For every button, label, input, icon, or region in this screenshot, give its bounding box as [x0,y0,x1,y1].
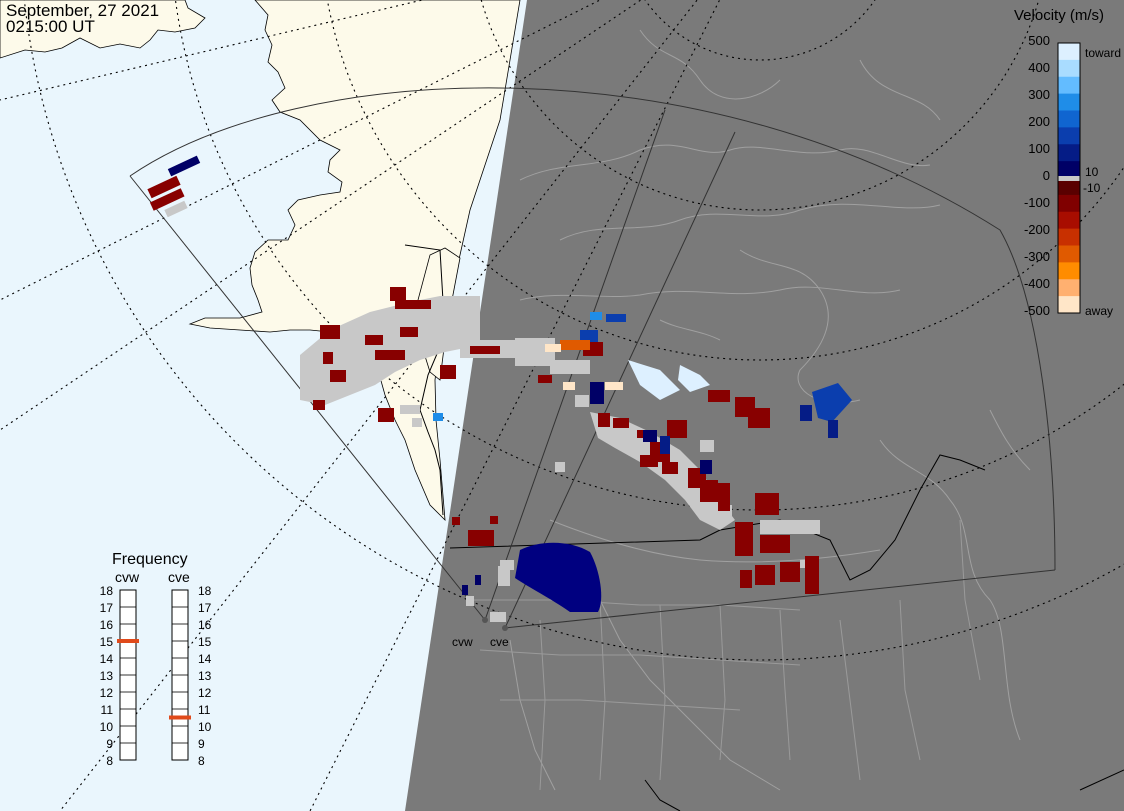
frequency-tick: 15 [198,635,212,649]
frequency-tick: 17 [198,601,212,615]
velocity-away-cells [147,175,819,594]
velocity-tick: -400 [1024,276,1050,291]
radar-label-cve: cve [490,635,509,649]
frequency-tick: 13 [198,669,212,683]
velocity-color-swatch [1058,245,1080,263]
frequency-tick: 8 [106,754,113,768]
frequency-tick: 11 [198,703,211,717]
toward-label: toward [1085,46,1121,60]
radar-label-cvw: cvw [452,635,473,649]
frequency-title: Frequency [112,551,188,568]
velocity-color-swatch [1058,144,1080,162]
velocity-color-swatch [1058,296,1080,314]
velocity-color-swatch [1058,194,1080,213]
frequency-tick: 11 [101,703,114,717]
radar-site-cvw [482,617,488,623]
velocity-tick: 0 [1043,168,1050,183]
velocity-tick: 200 [1028,114,1050,129]
velocity-color-swatch [1058,59,1080,78]
daylight-land [0,0,521,522]
velocity-color-swatch [1058,262,1080,280]
frequency-marker-cvw [117,639,139,643]
velocity-color-swatch [1058,93,1080,111]
velocity-color-swatch [1058,43,1080,61]
frequency-tick: 14 [198,652,212,666]
velocity-colorbar [1057,42,1081,314]
velocity-color-swatch [1058,161,1080,179]
frequency-tick: 12 [100,686,114,700]
velocity-color-swatch [1058,76,1080,95]
velocity-color-swatch [1058,127,1080,145]
velocity-color-swatch [1058,211,1080,230]
radar-sites: cvw cve [452,617,509,649]
time-label: 0215:00 UT [6,17,95,36]
date-label: September, 27 2021 [6,1,160,20]
velocity-color-swatch [1058,110,1080,128]
radar-site-cve [502,625,508,631]
ground-scatter-swatch [1058,176,1080,181]
velocity-tick: -100 [1024,195,1050,210]
velocity-tick: -500 [1024,303,1050,318]
frequency-tick: 16 [198,618,212,632]
velocity-tick: -200 [1024,222,1050,237]
small-negative-label: -10 [1083,181,1101,195]
frequency-tick: 14 [100,652,114,666]
frequency-tick: 17 [100,601,114,615]
frequency-tick: 13 [100,669,114,683]
night-coastlines [509,29,1031,791]
frequency-panel: Frequency cvw cve 1817161514131211109818… [100,551,212,768]
frequency-tick: 10 [100,720,114,734]
frequency-marker-cve [169,715,191,720]
frequency-tick: 18 [100,584,114,598]
velocity-legend-title: Velocity (m/s) [1014,7,1104,24]
us-state-borders [470,519,981,791]
night-region [405,0,1124,811]
frequency-tick: 9 [106,737,113,751]
velocity-tick: 300 [1028,87,1050,102]
frequency-radar-cvw: cvw [115,569,140,585]
velocity-color-swatch [1058,178,1080,196]
frequency-tick: 15 [100,635,114,649]
velocity-tick: 100 [1028,141,1050,156]
frequency-tick: 16 [100,618,114,632]
colorbar-frame [1057,42,1081,314]
frequency-tick: 18 [198,584,212,598]
frequency-columns: 18 17 16 15 14 13 12 11 10 9 8 18 17 16 15 14 13 12 11 10 9 8 [100,584,212,768]
velocity-extreme-cells [545,340,710,400]
velocity-legend: Velocity (m/s) 500 400 300 200 100 0 -100 -200 -… [1014,7,1121,318]
velocity-color-swatch [1058,228,1080,246]
velocity-toward-cells [167,155,852,612]
frequency-tick: 9 [198,737,205,751]
frequency-tick: 10 [198,720,212,734]
away-label: away [1085,304,1113,318]
siberia-land [0,0,206,59]
velocity-tick: -300 [1024,249,1050,264]
frequency-tick: 12 [198,686,212,700]
frequency-tick: 8 [198,754,205,768]
velocity-color-swatch [1058,279,1080,297]
alaska-land [188,0,521,522]
frequency-radar-cve: cve [168,569,190,585]
velocity-tick: 500 [1028,33,1050,48]
velocity-tick: 400 [1028,60,1050,75]
small-positive-label: 10 [1085,165,1099,179]
velocity-ticks: 500 400 300 200 100 0 -100 -200 -300 -400 -500 [1024,33,1050,318]
